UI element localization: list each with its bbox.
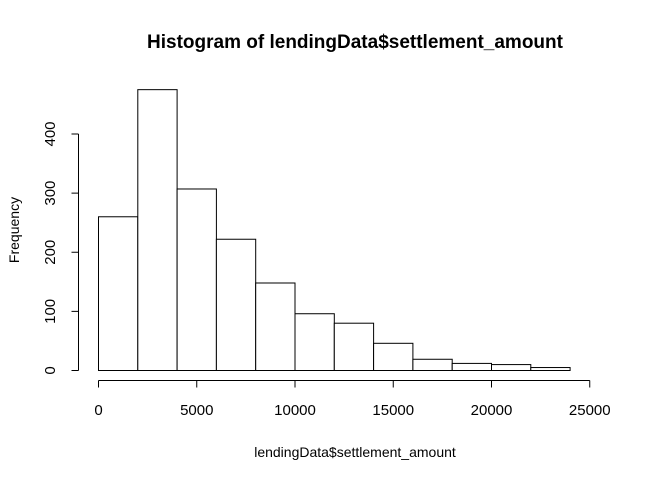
x-tick-label: 20000 <box>471 402 513 419</box>
y-tick-label: 400 <box>42 121 59 146</box>
x-tick-label: 15000 <box>372 402 414 419</box>
histogram-bar <box>333 322 375 372</box>
histogram-bar <box>215 238 257 371</box>
y-tick-label: 300 <box>42 181 59 206</box>
histogram-bar <box>294 313 335 371</box>
x-tick-label: 10000 <box>274 402 316 419</box>
y-tick-label: 100 <box>42 299 59 324</box>
y-tick-label: 200 <box>42 240 59 265</box>
x-tick-label: 25000 <box>569 402 611 419</box>
histogram-bar <box>373 342 414 371</box>
x-tick-label: 5000 <box>180 402 213 419</box>
histogram-bar <box>412 358 453 371</box>
y-axis: 0 100 200 300 400 <box>42 121 79 375</box>
y-axis-label: Frequency <box>6 197 22 263</box>
histogram-bar <box>255 282 296 371</box>
chart-title: Histogram of lendingData$settlement_amou… <box>147 32 564 53</box>
histogram-bar <box>137 89 178 371</box>
histogram-bar <box>530 367 571 372</box>
y-tick-label: 0 <box>42 366 59 374</box>
histogram-bar <box>491 364 532 371</box>
x-axis: 0 5000 10000 15000 20000 25000 <box>94 380 611 419</box>
histogram-bar <box>176 188 217 371</box>
histogram-bar <box>451 362 493 371</box>
histogram-bars <box>98 89 571 372</box>
histogram-bar <box>98 216 139 371</box>
x-axis-label: lendingData$settlement_amount <box>254 444 456 460</box>
x-tick-label: 0 <box>94 402 102 419</box>
